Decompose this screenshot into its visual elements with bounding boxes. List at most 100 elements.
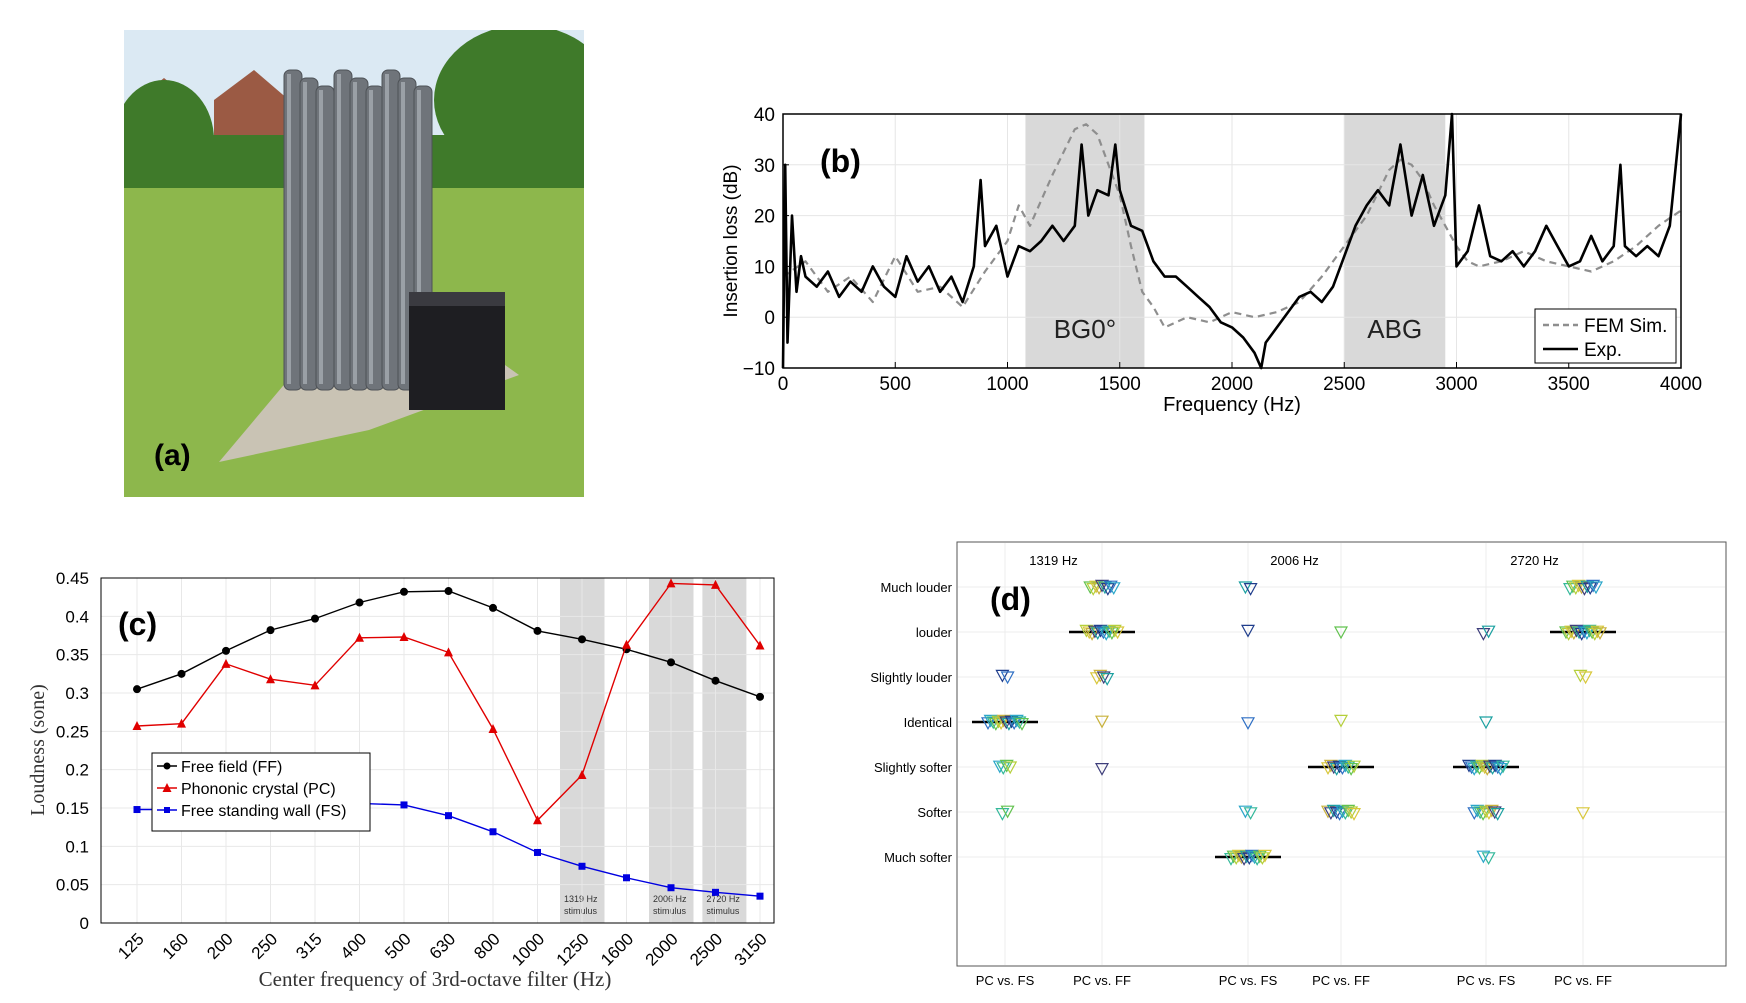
- chart-c-y-tick-label: 0.45: [56, 569, 89, 588]
- chart-c-x-tick-label: 1600: [597, 929, 637, 969]
- chart-c-point-ff: [400, 587, 408, 596]
- chart-b-shaded-band: [1025, 114, 1145, 368]
- chart-c-x-tick-label: 125: [114, 929, 147, 962]
- chart-d-response-marker: [999, 759, 1014, 773]
- chart-c-point-fs: [623, 874, 630, 882]
- chart-c-point-ff: [711, 676, 720, 685]
- chart-c-x-tick-label: 200: [203, 929, 236, 962]
- chart-d-response-marker: [1093, 669, 1108, 683]
- chart-d-group-title: 2720 Hz: [1510, 553, 1558, 568]
- chart-c-point-fs: [400, 801, 408, 809]
- chart-c-loudness: 1319 Hz stimulus 2006 Hz stimulus 2720 Hz sti…: [27, 569, 775, 991]
- chart-c-y-tick-label: 0.25: [56, 722, 89, 741]
- chart-b-legend-entry: FEM Sim.: [1584, 316, 1667, 337]
- chart-d-x-category-label: PC vs. FF: [1073, 973, 1131, 988]
- chart-c-legend-entry: Free standing wall (FS): [181, 803, 346, 820]
- chart-d-y-category-label: louder: [916, 625, 953, 640]
- chart-c-band-label: stimulus: [706, 906, 740, 916]
- chart-d-response-marker: [1103, 580, 1118, 594]
- chart-d-response-marker: [995, 669, 1010, 683]
- chart-d-response-marker: [1094, 579, 1110, 593]
- chart-c-band-label: 2720 Hz: [706, 894, 740, 904]
- chart-b-legend-box: [1534, 308, 1677, 364]
- chart-c-point-pc: [355, 632, 364, 642]
- chart-c-point-ff: [533, 626, 542, 635]
- chart-b-x-tick-label: 0: [778, 374, 789, 395]
- chart-c-legend-marker: [164, 807, 170, 813]
- chart-c-y-tick-label: 0.2: [65, 761, 89, 780]
- chart-c-x-tick-label: 160: [159, 929, 192, 962]
- panel-a-photo: (a): [114, 25, 614, 497]
- chart-b-x-tick-label: 3000: [1435, 374, 1477, 395]
- chart-b-series-fem-sim: [782, 123, 1682, 329]
- chart-c-point-pc: [177, 718, 186, 728]
- chart-d-response-marker: [1089, 672, 1104, 686]
- chart-b-band-label: ABG: [1367, 314, 1422, 344]
- chart-d-response-marker: [1009, 714, 1024, 728]
- chart-d-response-marker: [1487, 806, 1502, 820]
- chart-c-point-ff: [133, 685, 141, 694]
- chart-d-response-marker: [1255, 852, 1270, 866]
- chart-b-band-label: BG0°: [1054, 314, 1116, 344]
- chart-d-response-marker: [1586, 579, 1601, 593]
- chart-c-band-label: stimulus: [564, 906, 598, 916]
- chart-b-x-tick-label: 3500: [1548, 374, 1590, 395]
- chart-d-response-marker: [1588, 581, 1604, 595]
- chart-d-x-category-label: PC vs. FS: [976, 973, 1035, 988]
- chart-c-point-ff: [177, 669, 186, 678]
- chart-d-y-category-label: Slightly louder: [870, 670, 952, 685]
- chart-d-group-title: 1319 Hz: [1029, 553, 1077, 568]
- chart-d-response-marker: [1000, 805, 1015, 819]
- chart-d-response-marker: [1344, 763, 1359, 776]
- chart-d-response-marker: [1079, 624, 1094, 638]
- chart-d-response-marker: [1475, 759, 1490, 773]
- chart-d-response-marker: [992, 760, 1007, 774]
- chart-d-response-marker: [1582, 624, 1597, 638]
- chart-c-point-pc: [622, 639, 631, 649]
- chart-c-point-ff: [266, 626, 275, 635]
- chart-c-point-ff: [489, 603, 497, 612]
- chart-c-x-tick-label: 500: [381, 929, 414, 962]
- chart-c-legend-marker: [163, 762, 171, 770]
- chart-b-x-tick-label: 1000: [986, 374, 1028, 395]
- chart-c-x-tick-label: 250: [248, 929, 281, 962]
- chart-d-y-category-label: Slightly softer: [874, 760, 953, 775]
- chart-c-x-tick-label: 800: [470, 929, 503, 962]
- chart-d-response-marker: [1488, 759, 1503, 773]
- chart-c-band-label: stimulus: [653, 906, 687, 916]
- chart-d-response-marker: [1014, 718, 1030, 731]
- chart-d-response-marker: [1569, 624, 1584, 638]
- chart-d-listening-test: Much louder louder Slightly louder Identica…: [870, 541, 1727, 988]
- chart-d-response-marker: [1476, 850, 1491, 864]
- chart-d-response-marker: [1481, 625, 1496, 639]
- chart-c-point-pc: [310, 680, 320, 690]
- chart-d-response-marker: [1493, 763, 1508, 776]
- chart-c-y-tick-label: 0.4: [65, 607, 89, 626]
- chart-d-response-marker: [1484, 804, 1499, 818]
- chart-c-point-pc: [533, 815, 542, 825]
- chart-d-response-marker: [1341, 804, 1356, 818]
- chart-c-point-pc: [711, 579, 720, 589]
- chart-b-y-axis-label: Insertion loss (dB): [721, 164, 742, 317]
- chart-c-x-tick-label: 2000: [642, 929, 682, 969]
- chart-c-y-axis-label: Loudness (sone): [27, 684, 49, 816]
- chart-c-point-fs: [133, 806, 141, 814]
- chart-b-insertion-loss: BG0° ABG 0 500 1000 1500 2000 2500 3000 3500 4000…: [721, 105, 1702, 416]
- chart-c-point-pc: [577, 770, 587, 780]
- chart-c-y-tick-label: 0.35: [56, 646, 89, 665]
- chart-d-response-marker: [1238, 805, 1253, 819]
- chart-d-response-marker: [1346, 808, 1362, 821]
- chart-b-x-tick-label: 2500: [1323, 374, 1365, 395]
- chart-b-x-tick-label: 1500: [1099, 374, 1141, 395]
- chart-d-response-marker: [1326, 804, 1341, 818]
- chart-d-response-marker: [1338, 759, 1353, 773]
- chart-d-response-marker: [1490, 808, 1505, 821]
- chart-b-panel-label: (b): [820, 143, 861, 179]
- chart-c-point-fs: [534, 848, 541, 856]
- chart-d-response-marker: [1495, 760, 1511, 774]
- chart-c-point-pc: [221, 658, 231, 668]
- chart-d-response-marker: [1093, 624, 1108, 638]
- chart-d-response-marker: [1461, 759, 1477, 773]
- chart-d-response-marker: [1238, 581, 1253, 595]
- chart-c-shaded-band: [702, 578, 747, 923]
